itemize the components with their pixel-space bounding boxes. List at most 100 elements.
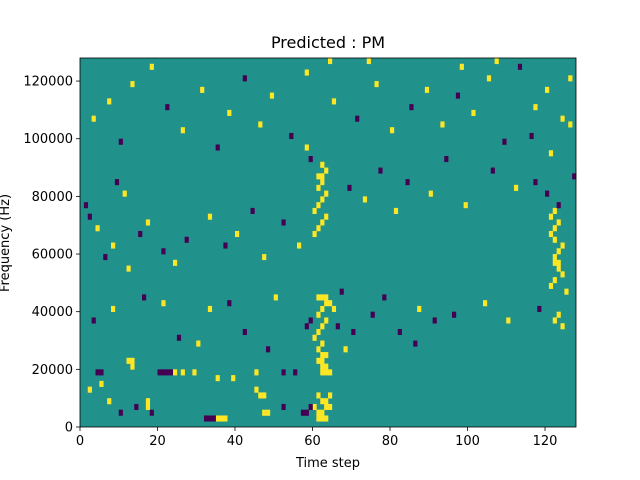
heatmap-cell [312, 334, 317, 341]
heatmap-cell [200, 86, 205, 93]
heatmap-cell [304, 323, 309, 330]
heatmap-cell [180, 127, 185, 134]
heatmap-cell [328, 403, 333, 411]
heatmap-cell [293, 369, 298, 376]
heatmap-cell [405, 179, 410, 186]
heatmap-cell [455, 92, 461, 99]
heatmap-cell [266, 346, 271, 353]
heatmap-cell [250, 207, 255, 214]
heatmap-cell [355, 115, 360, 122]
heatmap-cell [533, 179, 538, 186]
heatmap-cell [339, 288, 344, 295]
heatmap-cell [103, 254, 108, 261]
heatmap-cell [118, 138, 123, 145]
heatmap-cell [165, 104, 170, 111]
heatmap-cell [320, 173, 325, 180]
heatmap-cell [316, 311, 321, 318]
heatmap-cell [324, 294, 329, 301]
heatmap-cell [223, 415, 228, 422]
heatmap-cell [328, 300, 333, 307]
heatmap-cell [273, 294, 278, 301]
heatmap-cell [324, 167, 329, 174]
heatmap-cell [308, 317, 313, 324]
heatmap-cell [417, 305, 422, 312]
heatmap-cell [320, 357, 325, 364]
heatmap-cell [506, 317, 511, 324]
heatmap-cell [529, 132, 534, 140]
heatmap-cell [494, 58, 499, 65]
heatmap-cell [304, 409, 309, 416]
heatmap-cell [347, 184, 352, 191]
heatmap-cell [444, 156, 449, 163]
heatmap-cell [161, 369, 166, 376]
heatmap-cell [320, 161, 325, 168]
heatmap-cell [331, 98, 337, 105]
heatmap-cell [560, 323, 565, 330]
heatmap-cell [192, 369, 197, 376]
heatmap-cell [560, 115, 565, 122]
heatmap-cell [502, 138, 507, 145]
heatmap-cell [382, 294, 387, 301]
heatmap-cell [227, 109, 232, 116]
heatmap-cell [548, 282, 554, 289]
heatmap-cell [560, 271, 565, 278]
heatmap-cell [568, 75, 573, 82]
heatmap-cell [316, 294, 321, 301]
heatmap-cell [370, 311, 375, 318]
heatmap-cell [169, 369, 174, 376]
heatmap-cell [483, 300, 488, 307]
heatmap-cell [316, 202, 321, 209]
heatmap-cell [324, 398, 329, 405]
heatmap-cell [320, 305, 325, 312]
y-tick-label: 120000 [23, 75, 73, 90]
heatmap-cell [324, 352, 329, 359]
heatmap-cell [312, 207, 317, 214]
heatmap-cell [548, 150, 554, 157]
y-tick-label: 0 [65, 421, 73, 436]
heatmap-cell [320, 294, 325, 301]
heatmap-cell [289, 132, 294, 140]
heatmap-cell [87, 386, 92, 393]
heatmap-cell [242, 328, 247, 336]
heatmap-cell [316, 328, 321, 336]
heatmap-cell [204, 415, 209, 422]
heatmap-cell [514, 184, 519, 191]
heatmap-cell [552, 225, 557, 232]
heatmap-cell [207, 415, 213, 422]
heatmap-cell [320, 369, 325, 376]
heatmap-cell [324, 369, 329, 376]
heatmap-cell [393, 207, 399, 214]
heatmap-cell [517, 63, 523, 70]
heatmap-cell [351, 328, 356, 336]
heatmap-cell [281, 219, 286, 226]
heatmap-cell [130, 81, 135, 88]
heatmap-cell [378, 167, 383, 174]
heatmap-cell [556, 265, 561, 272]
heatmap-cell [413, 340, 418, 347]
heatmap-cell [316, 357, 321, 364]
heatmap-cell [134, 403, 139, 411]
heatmap-cell [281, 403, 286, 411]
heatmap-cell [490, 167, 495, 174]
heatmap-cell [335, 323, 340, 330]
heatmap-cell [556, 311, 561, 318]
heatmap-cell [316, 392, 321, 399]
heatmap-cell [463, 202, 468, 209]
y-axis-label: Frequency (Hz) [0, 194, 13, 292]
heatmap-cell [114, 179, 120, 186]
heatmap-cell [545, 86, 550, 93]
heatmap-cell [324, 213, 329, 220]
heatmap-cell [548, 230, 554, 238]
heatmap-cell [262, 392, 267, 399]
heatmap-cell [320, 415, 325, 422]
heatmap-cell [235, 230, 240, 238]
heatmap-cell [560, 242, 565, 249]
heatmap-cell [219, 415, 224, 422]
heatmap-cell [107, 398, 112, 405]
heatmap-cell [556, 219, 561, 226]
heatmap-cell [180, 369, 185, 376]
x-axis: 0 20 40 60 80 100 120 [76, 427, 557, 449]
heatmap-cell [545, 190, 550, 197]
heatmap-cell [173, 369, 178, 376]
heatmap-cell [552, 254, 557, 261]
